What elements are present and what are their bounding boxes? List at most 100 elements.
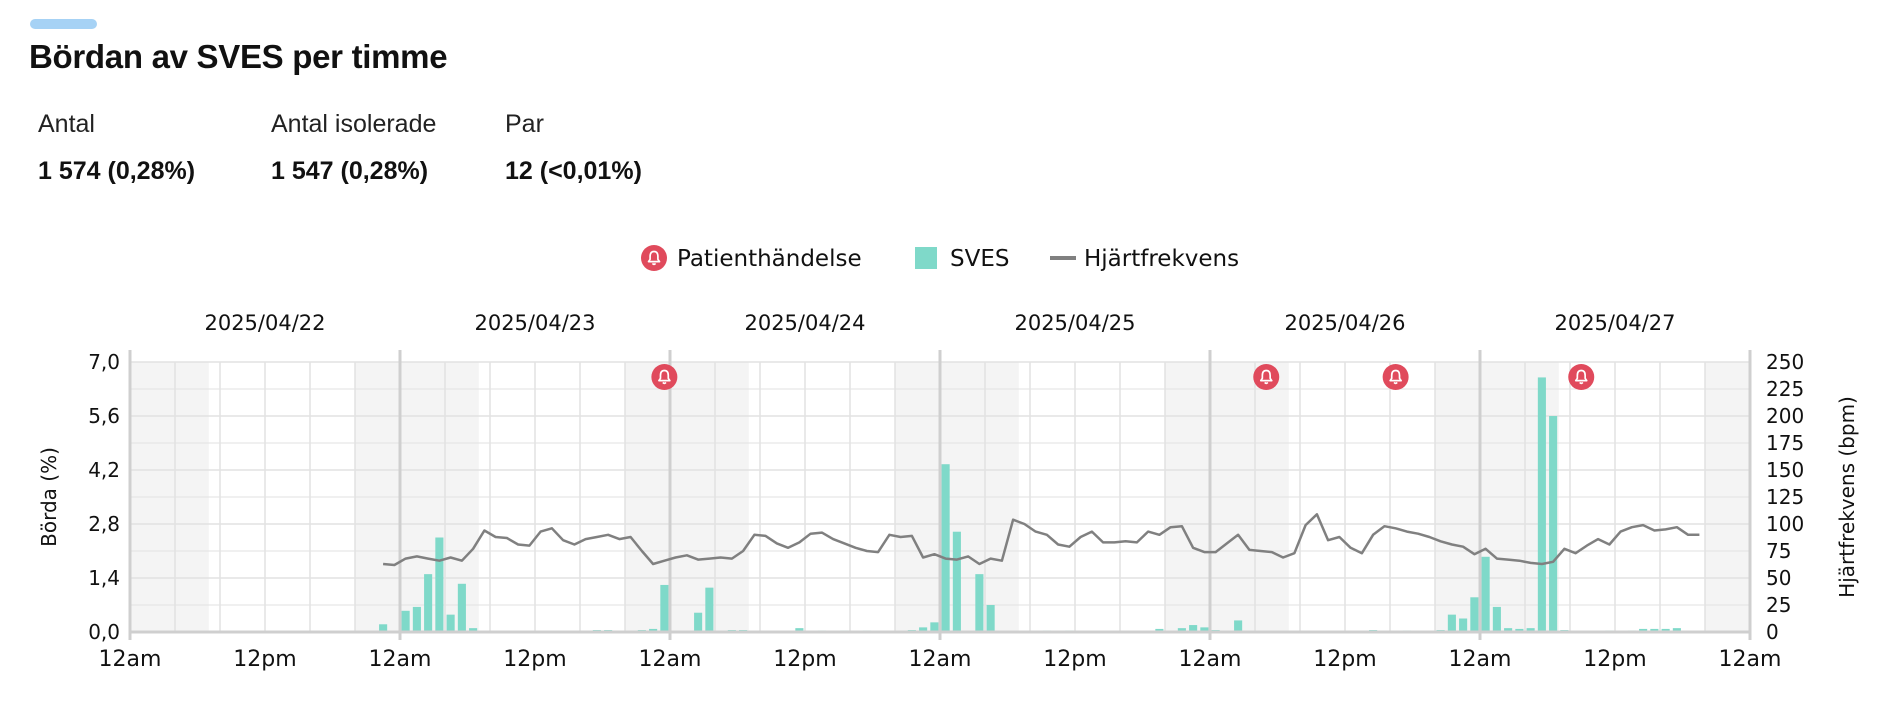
date-label: 2025/04/26 [1284, 311, 1405, 335]
y-right-tick-label: 200 [1766, 404, 1804, 428]
sves-bars [379, 377, 1681, 632]
sves-bar [660, 584, 669, 632]
sves-bar [1661, 628, 1670, 632]
y-right-tick-label: 0 [1766, 620, 1779, 644]
sves-bar [446, 614, 455, 632]
patient-event-icon [1382, 364, 1409, 390]
y-left-tick-label: 4,2 [88, 458, 120, 482]
y-right-tick-label: 25 [1766, 593, 1791, 617]
sves-bar [694, 612, 703, 632]
date-label: 2025/04/25 [1014, 311, 1135, 335]
y-right-tick-label: 75 [1766, 539, 1791, 563]
heart-rate-line [382, 513, 1700, 567]
sves-bar [1234, 620, 1243, 632]
sves-bar [649, 628, 658, 632]
stat-count-label: Antal [38, 110, 95, 138]
sves-bar [919, 627, 928, 632]
sves-bar [1447, 614, 1456, 632]
sves-bar [379, 624, 388, 632]
legend-sves-swatch [915, 247, 937, 269]
sves-bar [1200, 627, 1209, 632]
sves-bar [1526, 628, 1535, 632]
patient-events [651, 364, 1595, 390]
sves-bar [412, 606, 421, 632]
sves-bar [975, 574, 984, 632]
x-tick-label: 12am [369, 647, 432, 672]
sves-bar [1470, 597, 1479, 632]
stat-isolated-label: Antal isolerade [271, 110, 437, 138]
sves-bar [705, 587, 714, 632]
y-right-tick-label: 100 [1766, 512, 1804, 536]
chart-axes: 0,0 1,4 2,8 4,2 5,6 7,0 0 25 50 75 100 125 150 175 200… [37, 311, 1859, 672]
y-left-tick-label: 7,0 [88, 350, 120, 374]
stat-count-value: 1 574 (0,28%) [38, 157, 196, 185]
sves-bar [1650, 628, 1659, 632]
stat-count: Antal 1 574 (0,28%) [38, 110, 195, 186]
y-right-tick-label: 150 [1766, 458, 1804, 482]
header-accent-bar [30, 19, 97, 29]
sves-bar [1459, 618, 1468, 632]
legend-label: Hjärtfrekvens [1084, 246, 1239, 272]
sves-bar [435, 537, 444, 632]
sves-bar [469, 628, 478, 632]
sves-bar [1537, 377, 1546, 632]
x-tick-label: 12am [1179, 647, 1242, 672]
sves-bar [986, 605, 995, 632]
sves-bar [1672, 628, 1681, 632]
y-right-tick-label: 125 [1766, 485, 1804, 509]
y-right-axis-title: Hjärtfrekvens (bpm) [1835, 396, 1859, 598]
y-right-tick-label: 50 [1766, 566, 1791, 590]
sves-bar [1504, 628, 1513, 632]
sves-bar [1481, 556, 1490, 632]
stat-pairs-label: Par [505, 110, 544, 138]
date-label: 2025/04/24 [744, 311, 865, 335]
date-label: 2025/04/27 [1554, 311, 1675, 335]
legend-label: SVES [950, 246, 1009, 272]
x-tick-label: 12pm [503, 647, 566, 672]
legend-label: Patienthändelse [677, 246, 862, 272]
stat-pairs-value: 12 (<0,01%) [505, 157, 642, 185]
sves-bar [1155, 628, 1164, 632]
sves-bar [1549, 416, 1558, 632]
sves-bar [1515, 628, 1524, 632]
y-right-tick-label: 225 [1766, 377, 1804, 401]
date-label: 2025/04/23 [474, 311, 595, 335]
y-left-tick-label: 2,8 [88, 512, 120, 536]
x-tick-label: 12pm [1043, 647, 1106, 672]
sves-bar [424, 574, 433, 632]
sves-bar [1189, 625, 1198, 632]
x-tick-label: 12pm [1583, 647, 1646, 672]
x-tick-label: 12pm [233, 647, 296, 672]
x-tick-label: 12am [99, 647, 162, 672]
x-tick-label: 12am [639, 647, 702, 672]
sves-bar [930, 622, 939, 632]
sves-bar [401, 610, 410, 632]
stat-isolated: Antal isolerade 1 547 (0,28%) [271, 110, 436, 186]
sves-bar [1177, 628, 1186, 632]
chart-legend: Patienthändelse SVES Hjärtfrekvens [641, 245, 1239, 272]
y-left-tick-label: 0,0 [88, 620, 120, 644]
sves-bar [952, 531, 961, 632]
y-right-tick-label: 250 [1766, 350, 1804, 374]
date-label: 2025/04/22 [204, 311, 325, 335]
x-tick-label: 12am [1719, 647, 1782, 672]
patient-event-icon [1568, 364, 1595, 390]
sves-bar [1639, 628, 1648, 632]
stat-pairs: Par 12 (<0,01%) [505, 110, 642, 186]
x-tick-label: 12pm [773, 647, 836, 672]
sves-bar [457, 583, 466, 632]
sves-bar [941, 464, 950, 632]
sves-bar [795, 628, 804, 632]
y-left-tick-label: 1,4 [88, 566, 120, 590]
y-left-axis-title: Börda (%) [37, 447, 61, 547]
stat-isolated-value: 1 547 (0,28%) [271, 157, 429, 185]
heart-rate-series [382, 513, 1700, 567]
y-left-tick-label: 5,6 [88, 404, 120, 428]
sves-bar [1492, 606, 1501, 632]
patient-event-icon [1253, 364, 1280, 390]
legend-event-icon [641, 245, 667, 271]
y-right-tick-label: 175 [1766, 431, 1804, 455]
x-tick-label: 12am [1449, 647, 1512, 672]
x-tick-label: 12pm [1313, 647, 1376, 672]
